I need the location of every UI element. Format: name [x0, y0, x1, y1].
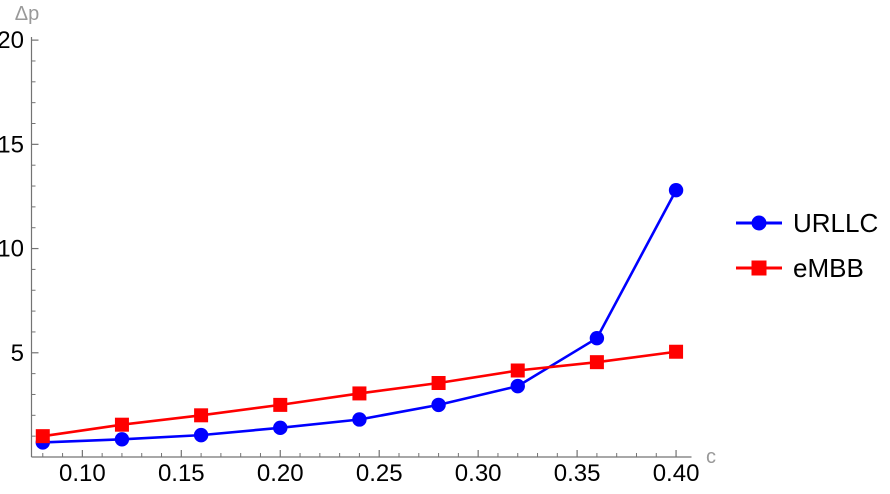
- data-point-urllc: [431, 397, 446, 413]
- data-point-embb: [114, 417, 129, 432]
- series-line-urllc: [41, 188, 678, 444]
- x-tick-label: 0.15: [158, 460, 205, 487]
- legend: URLLC eMBB: [735, 205, 878, 286]
- x-tick-label: 0.20: [257, 460, 304, 487]
- data-point-embb: [431, 376, 446, 391]
- x-tick-label: 0.25: [356, 460, 403, 487]
- y-axis-title: Δp: [15, 3, 39, 25]
- data-point-embb: [669, 344, 684, 359]
- legend-circle-marker-icon: [736, 215, 782, 231]
- legend-label-urllc: URLLC: [793, 208, 879, 238]
- y-tick-label: 20: [0, 27, 24, 54]
- y-tick-label: 10: [0, 236, 24, 263]
- data-point-embb: [510, 363, 525, 378]
- data-point-embb: [273, 397, 288, 412]
- x-tick-label: 0.35: [554, 460, 601, 487]
- legend-square-marker-icon: [736, 260, 782, 276]
- data-point-embb: [194, 408, 209, 423]
- data-point-urllc: [114, 432, 130, 447]
- legend-label-embb: eMBB: [793, 253, 864, 283]
- x-tick-label: 0.30: [455, 460, 502, 487]
- x-axis-title: c: [706, 446, 716, 468]
- data-point-urllc: [510, 378, 525, 394]
- legend-item-embb: eMBB: [735, 250, 878, 286]
- y-tick-label: 5: [11, 340, 24, 367]
- y-tick-label: 15: [0, 131, 24, 158]
- data-point-urllc: [589, 330, 605, 346]
- data-point-embb: [589, 355, 604, 370]
- data-point-urllc: [193, 427, 209, 443]
- data-point-embb: [35, 429, 50, 444]
- data-point-urllc: [273, 420, 288, 436]
- data-point-urllc: [352, 412, 367, 427]
- x-tick-label: 0.10: [59, 460, 106, 487]
- x-tick-label: 0.40: [653, 460, 700, 487]
- legend-item-urllc: URLLC: [735, 205, 878, 241]
- data-point-embb: [352, 386, 367, 401]
- data-point-urllc: [668, 183, 684, 198]
